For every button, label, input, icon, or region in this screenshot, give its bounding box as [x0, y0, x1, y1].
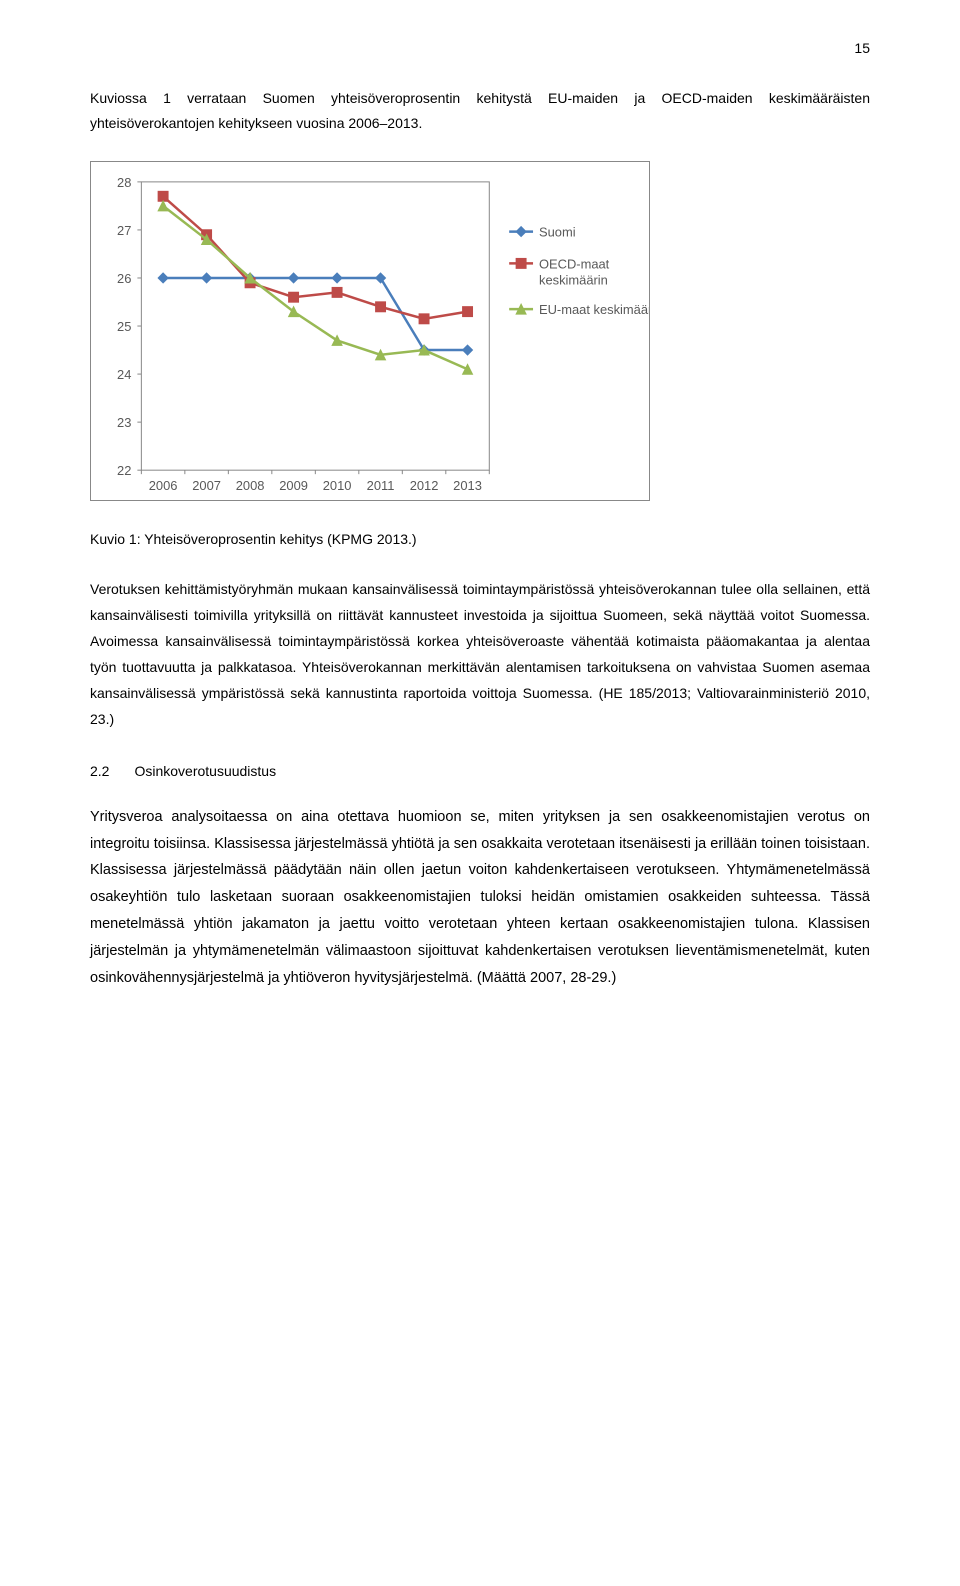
body-paragraph-1: Verotuksen kehittämistyöryhmän mukaan ka… — [90, 577, 870, 732]
svg-text:2010: 2010 — [323, 478, 352, 493]
svg-text:2009: 2009 — [279, 478, 308, 493]
svg-text:keskimäärin: keskimäärin — [539, 273, 608, 288]
svg-text:2013: 2013 — [453, 478, 482, 493]
section-title: Osinkoverotusuudistus — [134, 763, 276, 779]
svg-text:28: 28 — [117, 175, 131, 190]
svg-text:2011: 2011 — [367, 478, 395, 493]
body-paragraph-2: Yritysveroa analysoitaessa on aina otett… — [90, 804, 870, 992]
svg-text:2007: 2007 — [192, 478, 221, 493]
section-heading: 2.2 Osinkoverotusuudistus — [90, 763, 870, 779]
line-chart: 22 23 24 25 26 27 28 2006 2007 2008 2009 2010 2011 2… — [91, 162, 649, 500]
svg-text:2006: 2006 — [149, 478, 178, 493]
svg-text:27: 27 — [117, 223, 131, 238]
svg-text:22: 22 — [117, 464, 131, 479]
chart-caption: Kuvio 1: Yhteisöveroprosentin kehitys (K… — [90, 531, 870, 547]
svg-text:2012: 2012 — [410, 478, 439, 493]
svg-text:EU-maat keskimäärin: EU-maat keskimäärin — [539, 302, 649, 317]
svg-text:24: 24 — [117, 367, 131, 382]
intro-paragraph: Kuviossa 1 verrataan Suomen yhteisöverop… — [90, 86, 870, 136]
svg-text:26: 26 — [117, 271, 131, 286]
svg-text:Suomi: Suomi — [539, 225, 576, 240]
chart-container: 22 23 24 25 26 27 28 2006 2007 2008 2009 2010 2011 2… — [90, 161, 650, 501]
svg-text:23: 23 — [117, 415, 131, 430]
page-number: 15 — [90, 40, 870, 56]
svg-text:25: 25 — [117, 319, 131, 334]
svg-text:OECD-maat: OECD-maat — [539, 257, 610, 272]
svg-text:2008: 2008 — [236, 478, 265, 493]
section-number: 2.2 — [90, 763, 109, 779]
